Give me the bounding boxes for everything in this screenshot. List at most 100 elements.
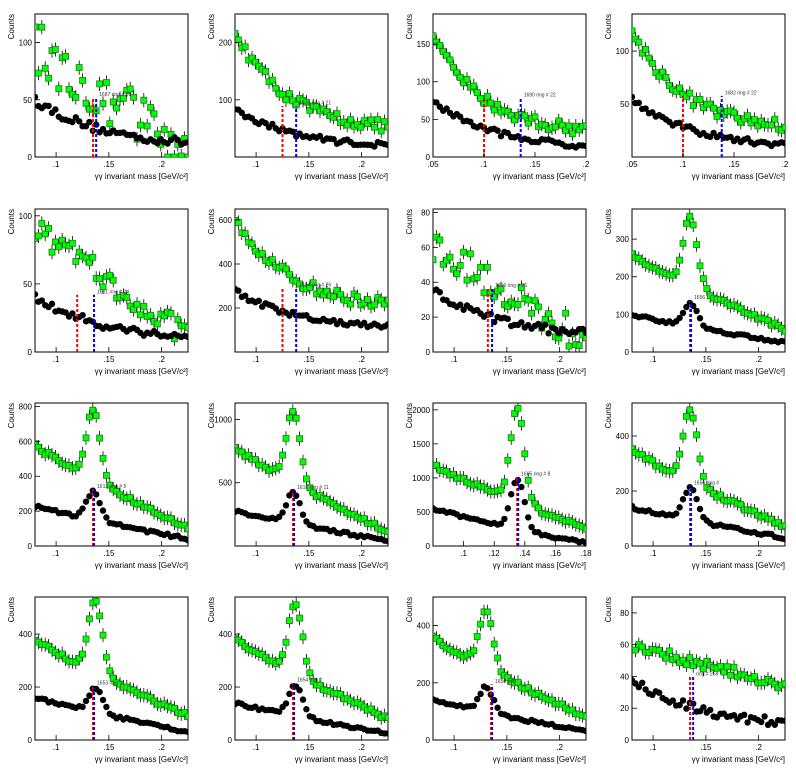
signal-point: [55, 243, 63, 251]
signal-point: [75, 64, 83, 71]
x-tick-label: .1: [451, 355, 458, 364]
y-tick-label: 0: [426, 348, 431, 357]
signal-point: [635, 38, 643, 46]
y-tick-label: 600: [19, 437, 33, 446]
plot-area: 1654 ring # 26: [235, 213, 388, 352]
y-tick-label: 200: [219, 683, 233, 692]
signal-point: [672, 268, 680, 276]
y-axis-label: Counts: [604, 14, 613, 39]
signal-point: [285, 617, 293, 625]
y-axis-label: Counts: [604, 209, 613, 234]
background-point: [545, 330, 552, 337]
x-tick-label: .1: [253, 160, 260, 169]
signal-point: [306, 669, 314, 677]
y-axis-label: Counts: [604, 403, 613, 428]
panel-label: 1687 ring # 20: [99, 92, 131, 98]
signal-point: [781, 123, 785, 131]
signal-point: [541, 315, 549, 323]
signal-point: [771, 115, 779, 123]
plot-frame: [234, 13, 389, 158]
y-tick-label: 150: [417, 40, 431, 49]
background-point: [384, 321, 388, 328]
background-point: [99, 696, 107, 704]
plot-area: 1616 ring # 11: [235, 404, 388, 546]
signal-point: [487, 620, 495, 627]
background-point: [48, 300, 56, 308]
background-point: [642, 105, 649, 112]
signal-point: [340, 505, 348, 513]
signal-point: [463, 75, 471, 83]
signal-point: [562, 309, 569, 317]
background-point: [693, 495, 700, 503]
signal-point: [689, 102, 697, 109]
background-point: [669, 697, 676, 704]
background-point: [683, 489, 690, 497]
signal-point: [106, 667, 114, 675]
background-point: [384, 730, 388, 737]
plot-area: 1653 ring #: [35, 597, 188, 740]
signal-point: [528, 309, 535, 317]
signal-point: [446, 56, 454, 64]
background-point: [518, 483, 525, 491]
signal-point: [518, 420, 525, 427]
signal-point: [751, 673, 758, 680]
background-point: [76, 118, 83, 125]
signal-point: [524, 476, 532, 484]
signal-point: [126, 494, 134, 501]
x-axis-label: γγ invariant mass [GeV/c²]: [692, 561, 785, 570]
signal-point: [306, 107, 314, 114]
signal-point: [306, 284, 314, 291]
signal-point: [713, 113, 721, 120]
background-point: [69, 310, 76, 317]
background-point: [35, 291, 39, 298]
x-tick-label: .2: [556, 743, 563, 752]
signal-point: [285, 90, 293, 97]
background-point: [582, 142, 586, 150]
y-axis-label: Counts: [7, 14, 16, 39]
y-axis-label: Counts: [207, 209, 216, 234]
signal-point: [504, 674, 512, 682]
panel-label: 1653 ring #: [97, 680, 122, 686]
chart-panel-8: 1656 .1 .15 .2 0 100 200 300 γγ invariant mass […: [604, 208, 786, 376]
signal-point: [126, 302, 134, 310]
signal-point: [473, 633, 481, 640]
signal-point: [103, 471, 110, 479]
signal-point: [41, 230, 49, 238]
signal-point: [582, 122, 586, 130]
signal-point: [268, 76, 276, 84]
background-point: [504, 315, 511, 323]
chart-panel-1: 1687 ring # 20 .1 .15 .2 0 50 100 γγ invariant …: [7, 13, 189, 181]
y-tick-label: 100: [616, 310, 630, 319]
signal-point: [649, 456, 656, 464]
background-point: [676, 119, 683, 127]
background-point: [781, 717, 785, 724]
signal-point: [62, 52, 69, 60]
background-point: [501, 515, 508, 523]
signal-point: [436, 236, 444, 244]
signal-point: [103, 653, 110, 661]
y-tick-label: 400: [219, 630, 233, 639]
signal-point: [126, 85, 134, 93]
background-point: [299, 511, 307, 518]
signal-point: [35, 23, 39, 31]
x-tick-label: .2: [755, 549, 762, 558]
signal-point: [446, 253, 454, 261]
chart-panel-2: 1688 ring # 21 .1 .15 .2 100 200 γγ invariant …: [207, 13, 389, 181]
x-axis-label: γγ invariant mass [GeV/c²]: [493, 367, 586, 376]
chart-panel-9: 1613 ring # 5 .1 .15 .2 0 200 400 600 800 γγ inva…: [7, 402, 189, 570]
signal-point: [370, 123, 378, 131]
signal-point: [296, 435, 304, 443]
signal-point: [35, 69, 42, 77]
x-axis-label: γγ invariant mass [GeV/c²]: [493, 561, 586, 570]
signal-point: [582, 712, 586, 720]
signal-point: [545, 310, 552, 318]
signal-point: [696, 96, 704, 103]
signal-point: [184, 713, 188, 721]
panel-label: 1605 ring # 8: [521, 471, 550, 477]
signal-point: [582, 525, 586, 533]
signal-point: [123, 294, 131, 301]
signal-point: [279, 651, 287, 658]
background-point: [436, 288, 443, 296]
signal-point: [693, 241, 700, 248]
signal-point: [686, 406, 694, 414]
